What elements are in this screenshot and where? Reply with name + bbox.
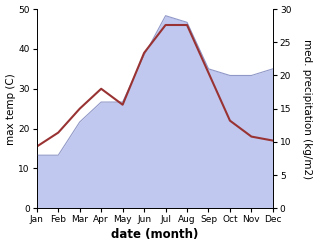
X-axis label: date (month): date (month) [111, 228, 198, 242]
Y-axis label: med. precipitation (kg/m2): med. precipitation (kg/m2) [302, 39, 313, 179]
Y-axis label: max temp (C): max temp (C) [5, 73, 16, 144]
